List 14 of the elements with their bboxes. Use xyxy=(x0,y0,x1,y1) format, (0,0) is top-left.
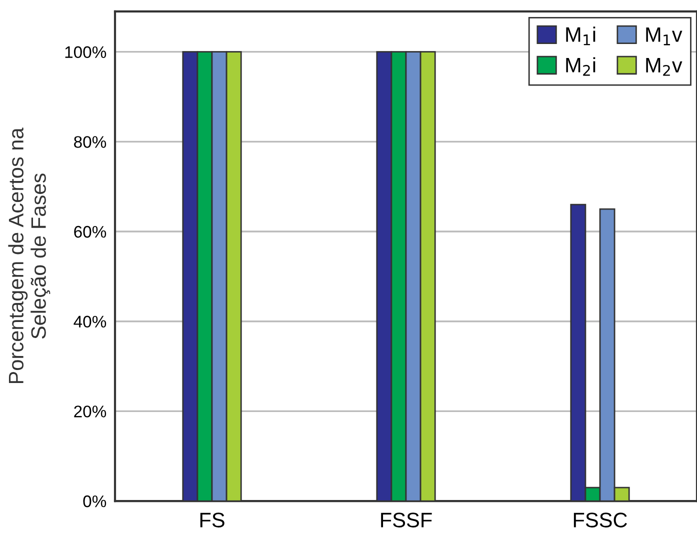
x-tick-label: FSSF xyxy=(381,512,432,528)
x-tick-label: FS xyxy=(200,512,224,528)
y-tick-label: 60% xyxy=(74,226,106,238)
x-tick-label: FSSC xyxy=(574,512,627,528)
legend-label: M$_{2}$i xyxy=(566,57,596,76)
y-tick-label: 20% xyxy=(74,406,106,418)
legend-label: M$_{1}$v xyxy=(646,27,682,46)
y-tick-label: 40% xyxy=(74,316,106,328)
y-axis-title: Porcentagem de Acertos na Seleção de Fases xyxy=(8,128,50,384)
y-tick-label: 80% xyxy=(74,136,106,148)
legend-label: M$_{2}$v xyxy=(646,58,682,76)
y-tick-label: 100% xyxy=(65,46,106,58)
legend-label: M$_{1}$i xyxy=(566,26,596,46)
y-tick-label: 0% xyxy=(83,495,106,508)
